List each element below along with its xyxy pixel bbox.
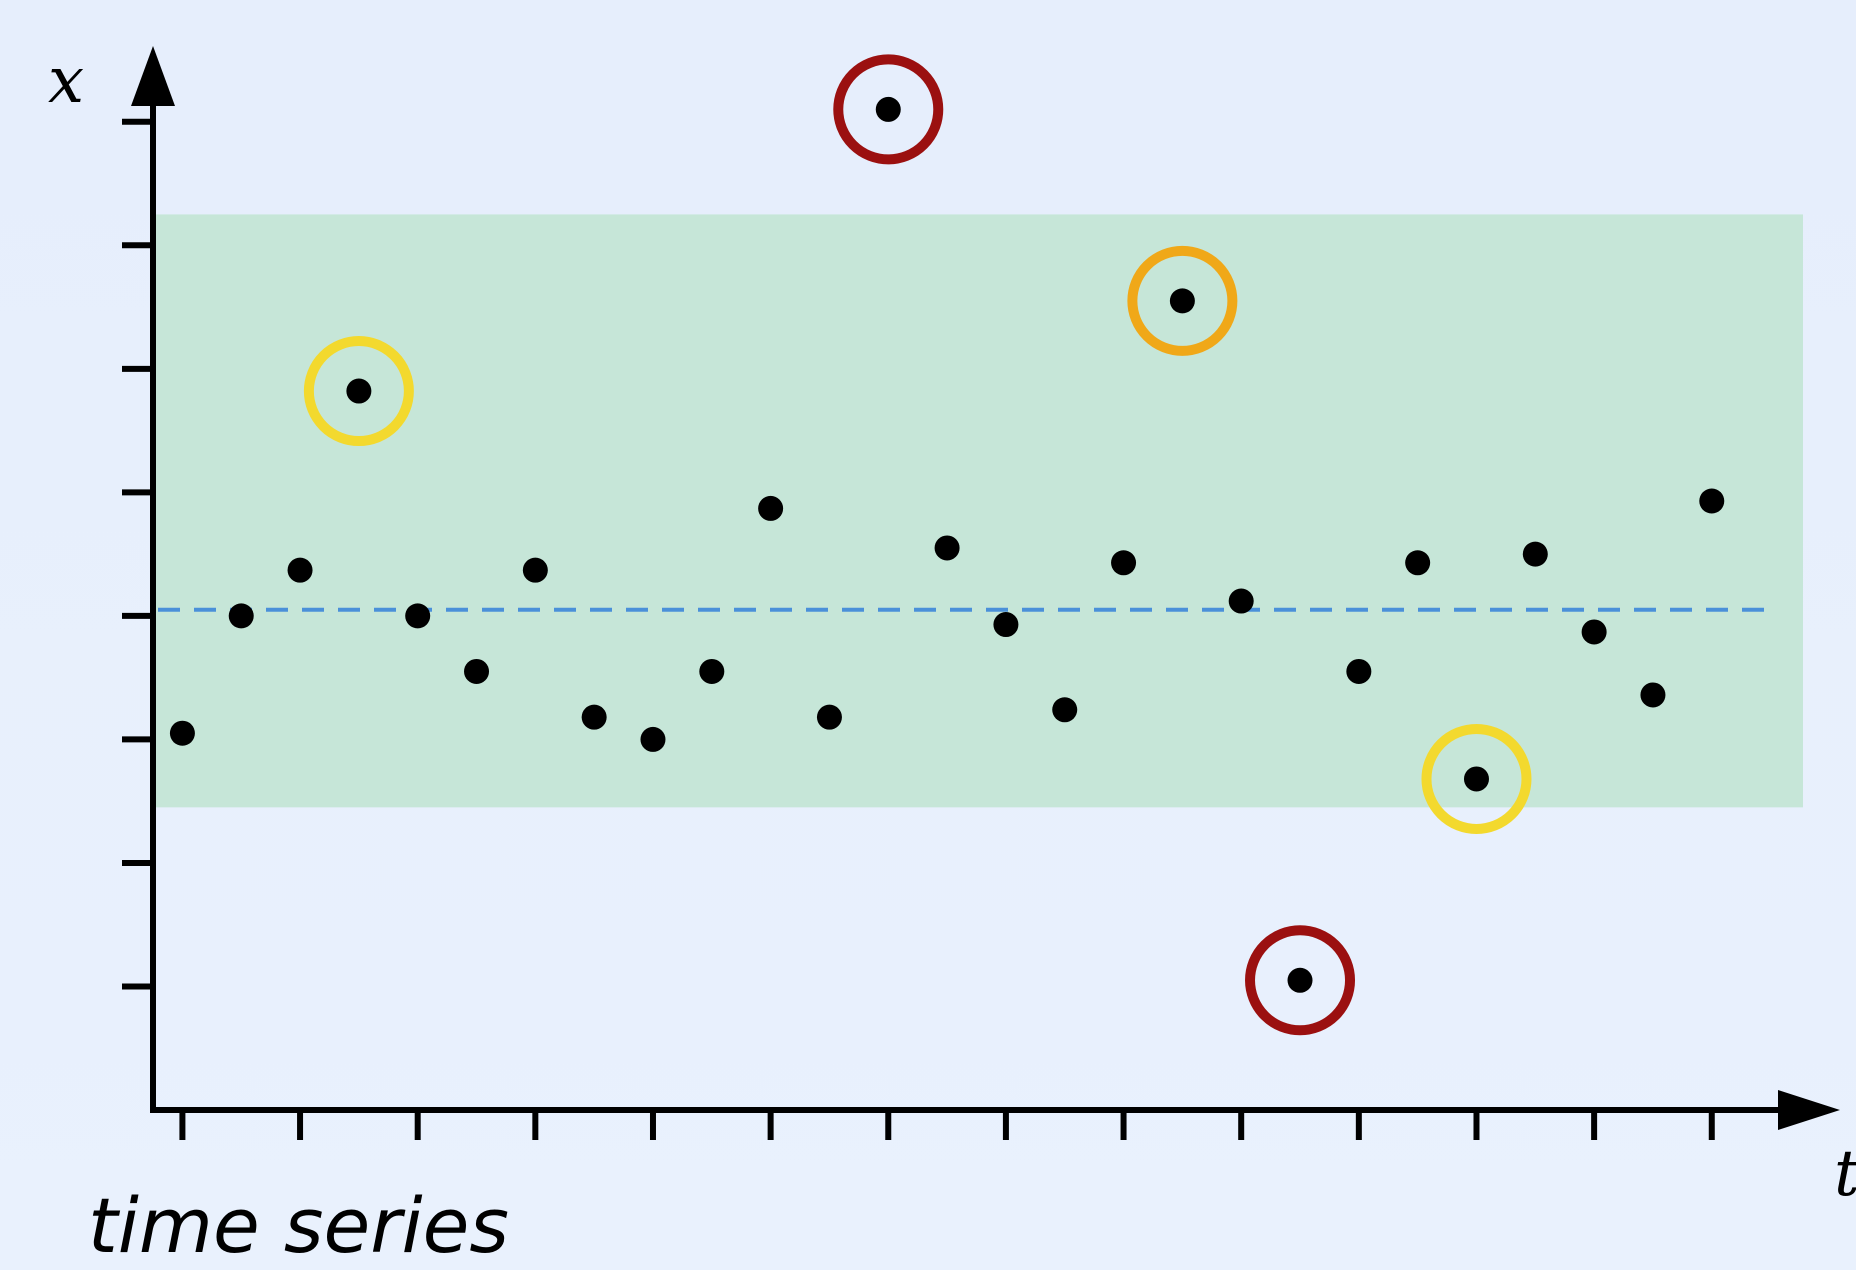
data-point <box>1522 541 1548 567</box>
data-point <box>699 658 725 684</box>
data-point <box>581 704 607 730</box>
data-point <box>1346 658 1372 684</box>
data-point <box>1287 967 1313 993</box>
data-point <box>1111 550 1137 576</box>
data-point <box>934 535 960 561</box>
data-points <box>169 54 1725 1036</box>
data-point <box>816 704 842 730</box>
data-point <box>405 603 431 629</box>
data-point <box>1463 766 1489 792</box>
x-axis-label: t <box>1834 1137 1856 1211</box>
x-axis-arrow <box>1778 1090 1840 1130</box>
data-point <box>1169 288 1195 314</box>
outlier-ring-red <box>833 54 944 165</box>
y-axis-ticks <box>122 118 153 990</box>
data-point <box>464 658 490 684</box>
data-point <box>1699 488 1725 514</box>
data-point <box>1052 697 1078 723</box>
data-point <box>640 726 666 752</box>
x-axis-ticks <box>179 1110 1715 1140</box>
data-point <box>1228 588 1254 614</box>
outlier-ring-red <box>1245 925 1356 1036</box>
y-axis-label: x <box>48 44 84 118</box>
data-point <box>875 96 901 122</box>
data-point <box>287 557 313 583</box>
data-point <box>522 557 548 583</box>
data-point <box>169 720 195 746</box>
normal-range-band <box>153 214 1803 808</box>
chart-caption: time series <box>88 1181 509 1270</box>
data-point <box>346 378 372 404</box>
outlier-ring-orange <box>1127 245 1238 356</box>
data-point <box>758 495 784 521</box>
data-point <box>1640 682 1666 708</box>
data-point <box>228 603 254 629</box>
data-point <box>993 612 1019 638</box>
outlier-ring-yellow <box>1421 723 1532 834</box>
y-axis-arrow <box>131 46 175 106</box>
data-point <box>1405 550 1431 576</box>
data-point <box>1581 619 1607 645</box>
outlier-ring-yellow <box>303 336 414 447</box>
